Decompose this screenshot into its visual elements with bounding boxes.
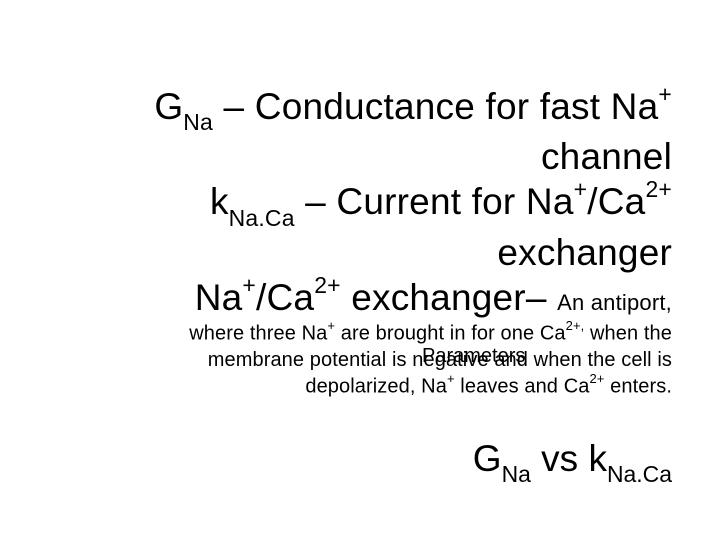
text: exchanger– (341, 277, 557, 318)
text: /Ca (256, 277, 314, 318)
text: enters. (605, 375, 673, 397)
desc-line3: depolarized, Na+ leaves and Ca2+ enters. (48, 373, 672, 400)
superscript: + (327, 318, 335, 333)
text: Parameters (422, 345, 525, 367)
text: vs k (531, 438, 607, 479)
subscript: Na (502, 461, 531, 487)
subscript: Na (183, 109, 213, 135)
def-knaca-line1: kNa.Ca – Current for Na+/Ca2+ (48, 179, 672, 229)
exchanger-heading: Na+/Ca2+ exchanger– An antiport, (48, 275, 672, 320)
text: when the (584, 323, 672, 345)
text: – (295, 181, 337, 222)
text: /Ca (587, 181, 645, 222)
desc-line2: membrane potential is negative and when … (48, 347, 672, 373)
text: where three Na (189, 323, 327, 345)
superscript: 2+ (589, 371, 604, 386)
superscript: + (658, 81, 672, 107)
text: Current for Na (336, 181, 573, 222)
text: leaves and Ca (455, 375, 590, 397)
superscript: + (574, 176, 588, 202)
subscript: Na.Ca (229, 205, 295, 231)
desc-line1: where three Na+ are brought in for one C… (48, 320, 672, 347)
subscript: Na.Ca (607, 461, 672, 487)
superscript: 2+ (314, 272, 341, 298)
superscript: 2+ (645, 176, 672, 202)
def-gna-line2: channel (48, 134, 672, 179)
text: An antiport, (557, 290, 672, 315)
text: exchanger (497, 232, 672, 273)
text: G (154, 86, 183, 127)
text: Na (195, 277, 243, 318)
def-knaca-line2: exchanger (48, 230, 672, 275)
parameters-overlay-title: Parameters (422, 345, 525, 368)
superscript: + (242, 272, 256, 298)
footer-comparison: GNa vs kNa.Ca (473, 438, 672, 485)
text: – (213, 86, 255, 127)
text: G (473, 438, 502, 479)
slide-text-block: GNa – Conductance for fast Na+ channel k… (48, 84, 672, 399)
text: k (210, 181, 229, 222)
def-gna-line1: GNa – Conductance for fast Na+ (48, 84, 672, 134)
superscript: + (447, 371, 455, 386)
text: Conductance for fast Na (255, 86, 659, 127)
text: depolarized, Na (305, 375, 447, 397)
text: are brought in for one Ca (335, 323, 566, 345)
text: channel (541, 136, 672, 177)
superscript: 2+, (566, 318, 585, 333)
